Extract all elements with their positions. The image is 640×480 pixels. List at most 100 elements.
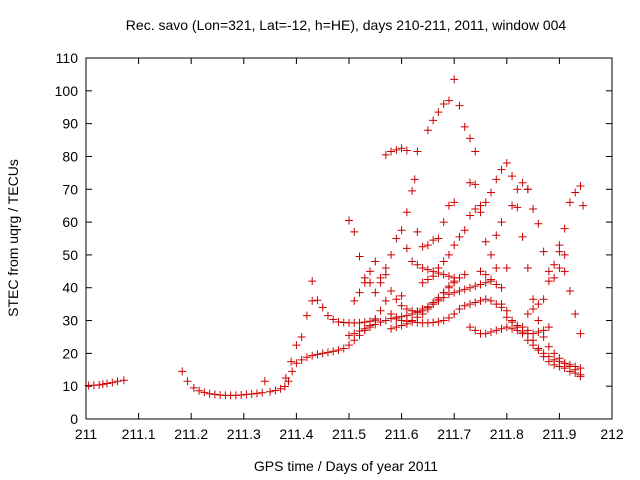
data-point [302, 311, 311, 320]
data-point [497, 283, 506, 292]
data-point [523, 326, 532, 335]
data-point [323, 311, 332, 320]
data-point [455, 287, 464, 296]
data-point [481, 329, 490, 338]
data-point [560, 250, 569, 259]
data-point [465, 211, 474, 220]
data-point [565, 287, 574, 296]
data-point [476, 296, 485, 305]
data-point [481, 270, 490, 279]
x-tick-label: 211 [75, 426, 98, 442]
data-point [534, 328, 543, 337]
data-point [329, 347, 338, 356]
data-point [497, 218, 506, 227]
chart-title: Rec. savo (Lon=321, Lat=-12, h=HE), days… [126, 17, 567, 33]
data-point [523, 264, 532, 273]
data-point [571, 365, 580, 374]
data-point [471, 204, 480, 213]
data-point [497, 300, 506, 309]
x-axis-label: GPS time / Days of year 2011 [254, 458, 438, 474]
x-tick-label: 212 [600, 426, 624, 442]
data-point [292, 341, 301, 350]
data-point [95, 380, 104, 389]
data-point [450, 75, 459, 84]
data-point [460, 226, 469, 235]
data-point [450, 273, 459, 282]
y-tick-label: 90 [62, 116, 78, 132]
data-point [98, 380, 107, 389]
data-point [376, 306, 385, 315]
data-point [555, 241, 564, 250]
data-point [387, 147, 396, 156]
data-point [529, 341, 538, 350]
data-point [271, 386, 280, 395]
data-point [439, 270, 448, 279]
data-point [560, 224, 569, 233]
data-point [113, 377, 122, 386]
data-point [529, 204, 538, 213]
data-point [334, 317, 343, 326]
data-point [423, 265, 432, 274]
data-point [471, 282, 480, 291]
data-point [523, 309, 532, 318]
data-point [497, 165, 506, 174]
data-point [579, 201, 588, 210]
y-tick-label: 30 [62, 313, 78, 329]
data-point [465, 323, 474, 332]
data-point [297, 355, 306, 364]
data-point [103, 379, 112, 388]
data-point [402, 319, 411, 328]
x-tick-label: 211.7 [437, 426, 471, 442]
x-tick-label: 211.3 [227, 426, 261, 442]
data-point [544, 267, 553, 276]
data-point [429, 236, 438, 245]
data-point [550, 273, 559, 282]
data-point [518, 329, 527, 338]
data-point [371, 288, 380, 297]
data-point [297, 332, 306, 341]
data-point [408, 257, 417, 266]
data-point [189, 383, 198, 392]
data-point [460, 122, 469, 131]
data-point [487, 296, 496, 305]
data-point [302, 353, 311, 362]
y-tick-label: 50 [62, 247, 78, 263]
y-tick-label: 100 [55, 83, 79, 99]
data-point [487, 328, 496, 337]
data-point [408, 186, 417, 195]
data-point [576, 372, 585, 381]
data-point [200, 388, 209, 397]
data-point [402, 146, 411, 155]
data-point [408, 306, 417, 315]
data-point [387, 309, 396, 318]
data-point [476, 208, 485, 217]
x-tick-label: 211.1 [122, 426, 156, 442]
data-point [465, 178, 474, 187]
data-point [444, 96, 453, 105]
data-point [529, 295, 538, 304]
data-point [210, 390, 219, 399]
data-point [492, 175, 501, 184]
data-point [355, 252, 364, 261]
data-point [360, 324, 369, 333]
data-point [465, 300, 474, 309]
data-point [387, 250, 396, 259]
data-point [544, 323, 553, 332]
data-point [539, 247, 548, 256]
data-point [576, 181, 585, 190]
data-point [439, 218, 448, 227]
data-point [288, 367, 297, 376]
data-point [381, 316, 390, 325]
data-point [345, 331, 353, 340]
data-point [508, 318, 517, 327]
data-point [434, 317, 443, 326]
data-point [318, 349, 327, 358]
x-tick-label: 211.4 [279, 426, 313, 442]
y-tick-label: 20 [62, 345, 78, 361]
data-point [534, 346, 543, 355]
data-point [550, 260, 559, 269]
data-point [460, 270, 469, 279]
data-point [334, 346, 343, 355]
data-point [429, 116, 438, 125]
data-point [418, 242, 427, 251]
